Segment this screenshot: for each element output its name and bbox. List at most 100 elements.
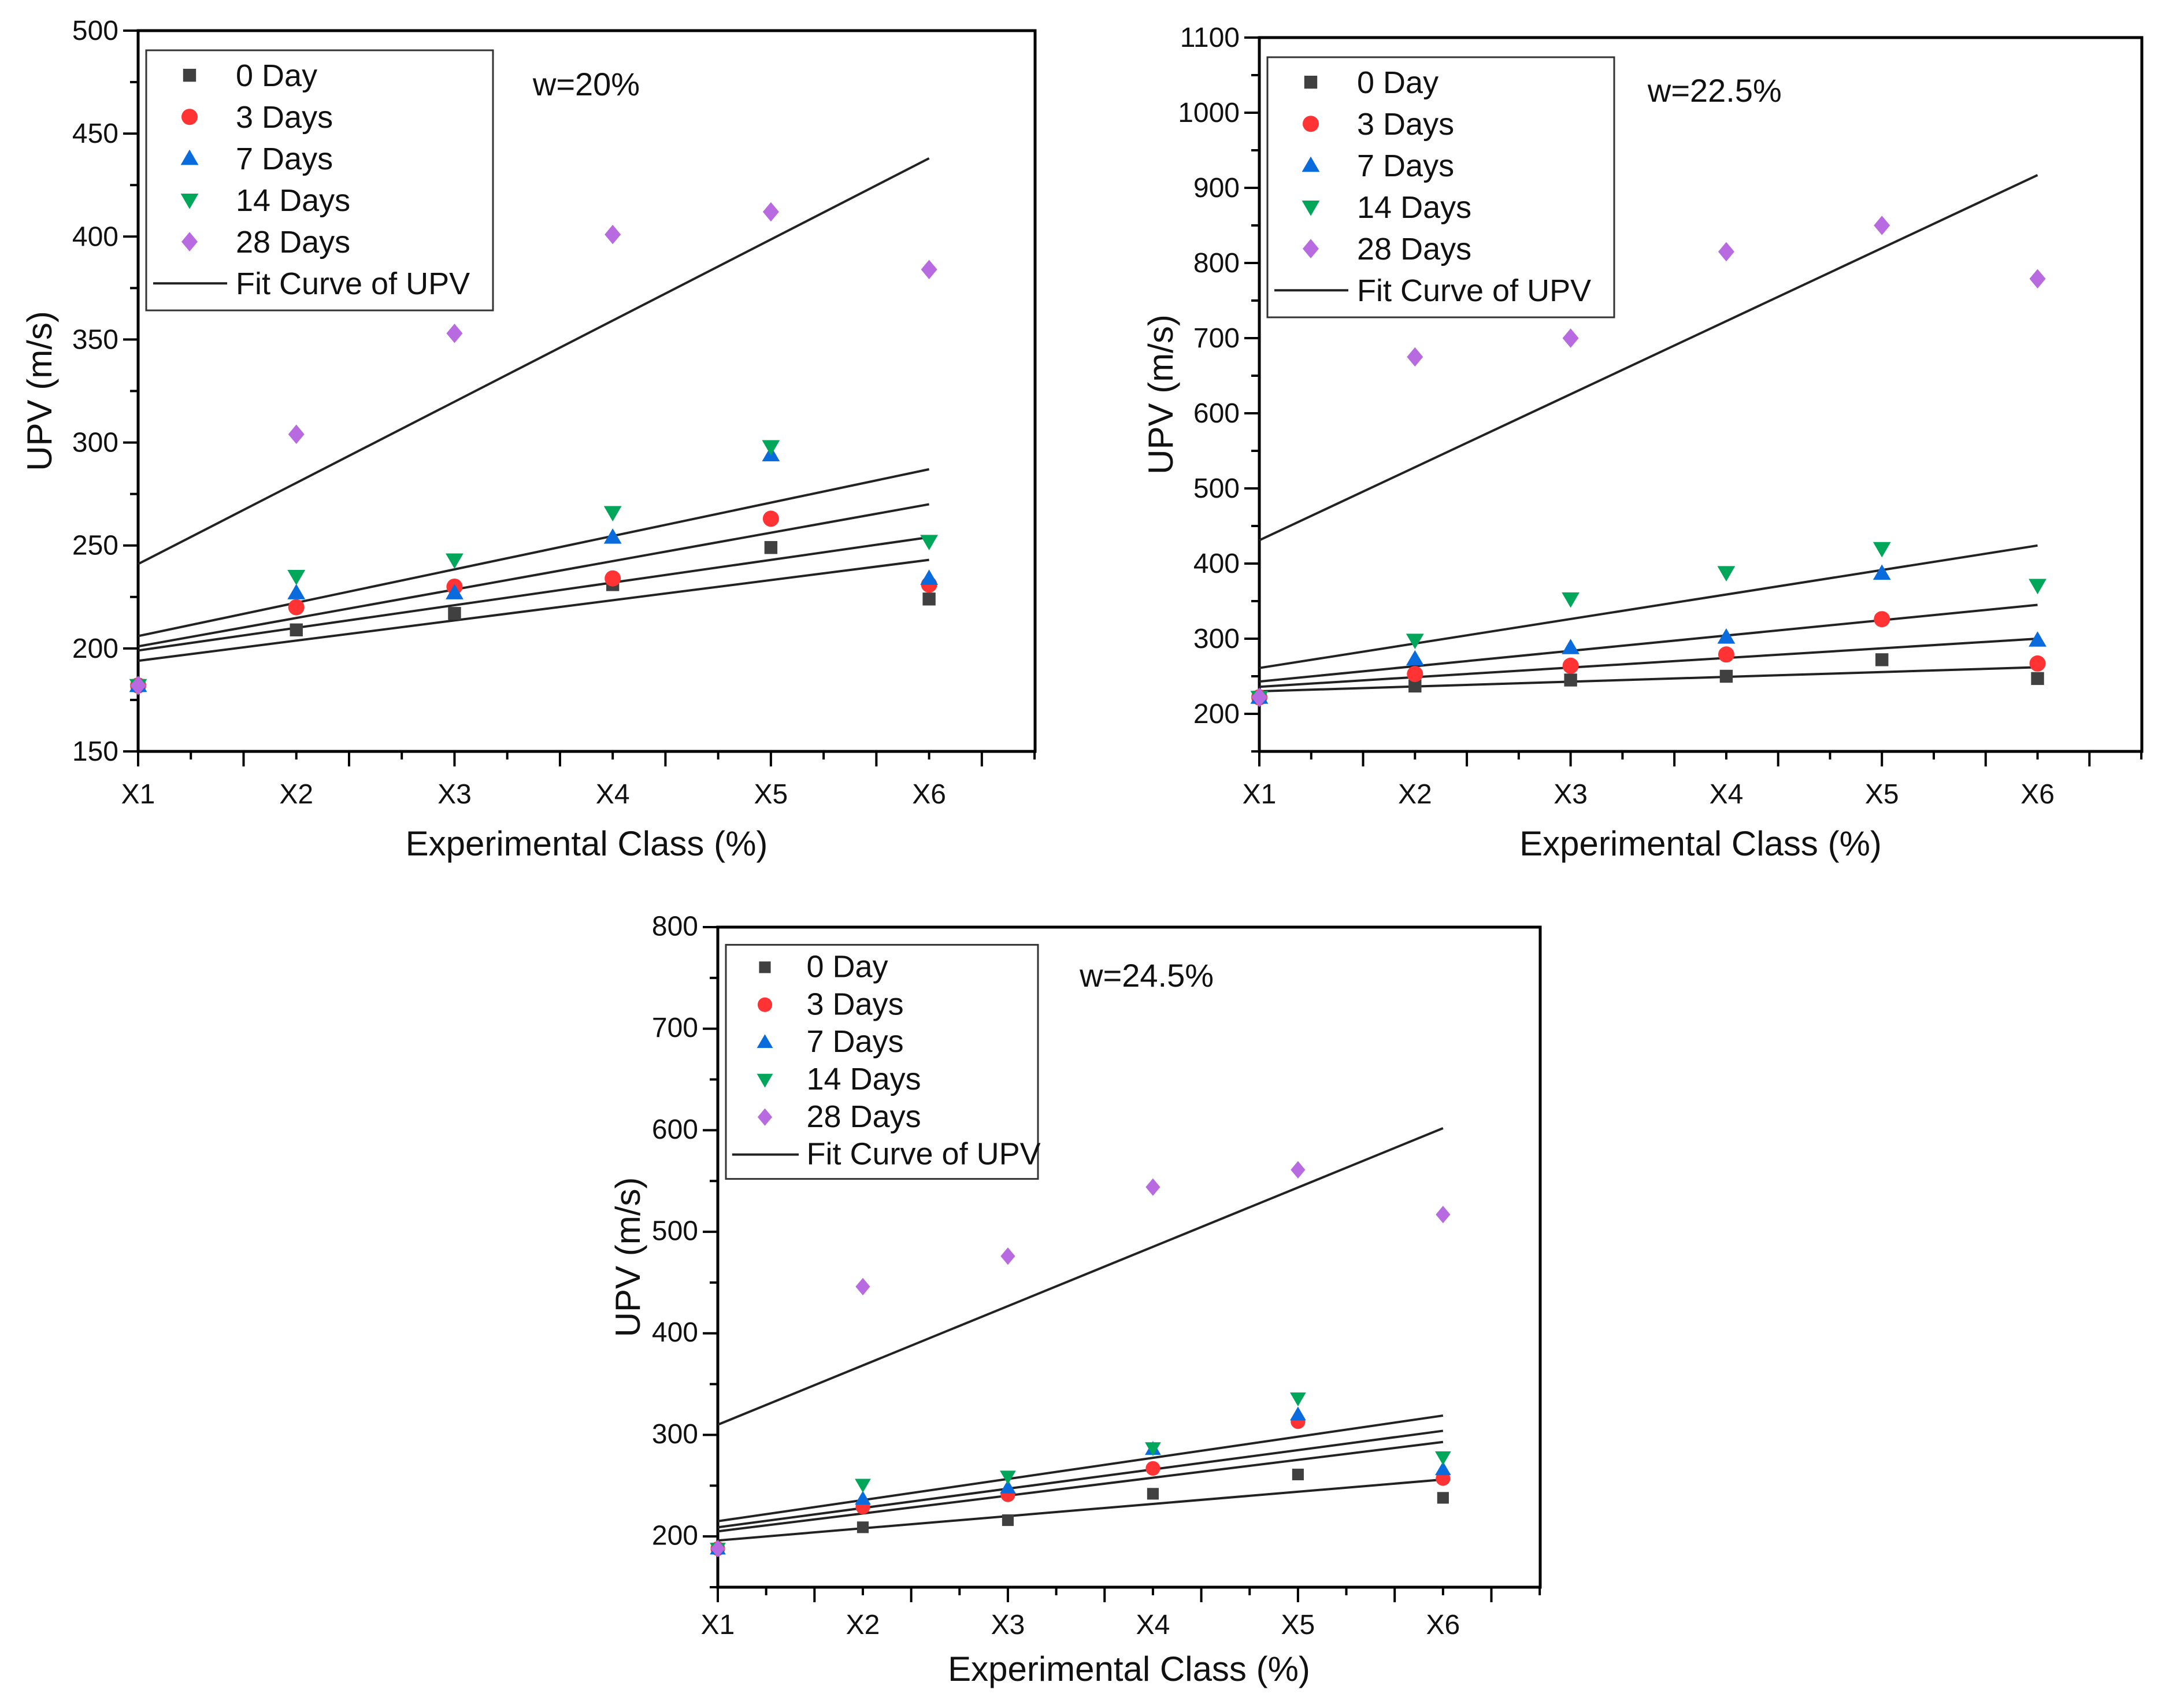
legend-marker-icon (759, 961, 771, 973)
legend-label: Fit Curve of UPV (236, 266, 470, 301)
data-point (288, 599, 305, 616)
series-0-day (131, 541, 936, 692)
data-point (288, 424, 305, 444)
fit-line-14-days (138, 468, 930, 638)
plot-frame (716, 925, 1542, 1589)
y-tick-label: 600 (1193, 398, 1240, 429)
y-tick-label: 400 (72, 221, 118, 252)
y-tick-label: 800 (652, 911, 698, 942)
fit-line-3-days (138, 536, 929, 652)
data-point (1000, 1247, 1015, 1265)
data-point (857, 1521, 869, 1533)
y-tick-label: 150 (72, 736, 118, 767)
series-14-days (1250, 542, 2046, 706)
y-tick-label: 500 (652, 1216, 698, 1246)
y-tick-label: 200 (1193, 699, 1240, 729)
data-point (2029, 655, 2046, 672)
y-tick-label: 500 (72, 16, 118, 46)
data-point (446, 553, 464, 569)
data-point (1290, 1392, 1306, 1407)
x-tick-label: X3 (991, 1610, 1025, 1640)
fit-line-3-days (1259, 638, 2038, 688)
legend-marker-icon (1303, 116, 1319, 132)
data-point (1875, 653, 1889, 666)
legend-marker-icon (1302, 201, 1320, 216)
x-tick-label: X2 (279, 779, 313, 810)
series-28-days (710, 1161, 1451, 1558)
data-point (762, 510, 779, 527)
data-point (920, 535, 939, 550)
y-tick-label: 800 (1193, 248, 1240, 279)
fit-line-0-day (1259, 666, 2038, 692)
data-point (1718, 242, 1734, 262)
data-point (603, 528, 622, 544)
data-point (1145, 1461, 1160, 1476)
data-point (605, 570, 621, 587)
y-axis-title: UPV (m/s) (20, 311, 59, 471)
legend-marker-icon (757, 1108, 773, 1126)
y-tick-label: 300 (72, 428, 118, 458)
data-point (1873, 542, 1891, 558)
x-tick-label: X2 (846, 1610, 880, 1640)
series-3-days (1251, 611, 2046, 706)
data-point (1873, 564, 1891, 580)
legend-box (1266, 56, 1615, 318)
data-point (1145, 1442, 1161, 1457)
legend-marker-icon (183, 69, 196, 82)
data-point (1437, 1492, 1449, 1504)
data-point (1000, 1470, 1016, 1485)
data-point (446, 323, 463, 343)
x-tick-label: X4 (596, 779, 630, 810)
legend-label: 3 Days (807, 987, 904, 1021)
data-point (1406, 633, 1424, 649)
data-point (287, 584, 306, 599)
chart-panel-2: X1 X2 X3 X4 X5 X6 200 300 400 500 600 700 800 900 1000… (1141, 23, 2144, 863)
y-axis-title: UPV (m/s) (609, 1177, 647, 1337)
x-axis-title: Experimental Class (%) (948, 1650, 1310, 1688)
y-tick-label: 600 (652, 1114, 698, 1145)
fit-line-7-days (717, 1429, 1444, 1529)
series-7-days (1250, 564, 2046, 704)
data-point (1000, 1479, 1016, 1494)
moisture-annotation: w=22.5% (1647, 72, 1782, 109)
y-tick-label: 1000 (1178, 98, 1240, 128)
fit-line-14-days (1259, 544, 2038, 669)
legend-marker-icon (757, 997, 773, 1012)
data-point (287, 569, 306, 586)
data-point (1406, 650, 1424, 666)
x-tick-label: X3 (437, 779, 472, 810)
y-tick-label: 200 (72, 633, 118, 664)
data-point (762, 440, 780, 456)
legend-marker-icon (1304, 76, 1318, 89)
y-tick-label: 500 (1193, 473, 1240, 504)
fit-line-7-days (1259, 603, 2038, 683)
y-tick-label: 350 (72, 324, 118, 355)
chart-panel-3: X1 X2 X3 X4 X5 X6 200 300 400 500 600 700 800 Experim… (609, 911, 1542, 1688)
data-point (1562, 657, 1579, 674)
data-point (1562, 592, 1580, 608)
y-tick-label: 700 (652, 1013, 698, 1043)
data-point (710, 1540, 725, 1558)
x-tick-label: X1 (1243, 779, 1277, 810)
legend-marker-icon (757, 1034, 773, 1048)
legend-marker-icon (180, 149, 199, 165)
series-28-days (1251, 216, 2046, 707)
data-point (922, 592, 936, 606)
data-point (1874, 216, 1890, 235)
data-point (855, 1479, 871, 1493)
data-point (130, 676, 146, 695)
moisture-annotation: w=20% (532, 66, 640, 102)
legend-label: 3 Days (236, 100, 333, 135)
legend-label: 7 Days (1357, 149, 1454, 183)
x-tick-label: X3 (1553, 779, 1588, 810)
chart-panel-1: X1 X2 X3 X4 X5 X6 150 200 250 300 350 400 450 500 Expe… (20, 16, 1037, 863)
x-tick-label: X4 (1136, 1610, 1170, 1640)
legend-label: 14 Days (807, 1062, 921, 1096)
data-point (1408, 679, 1422, 693)
legend-label: 14 Days (1357, 190, 1471, 225)
x-tick-label: X1 (121, 779, 155, 810)
data-point (1717, 566, 1736, 581)
legend-label: 28 Days (1357, 232, 1471, 266)
data-point (1874, 611, 1890, 628)
